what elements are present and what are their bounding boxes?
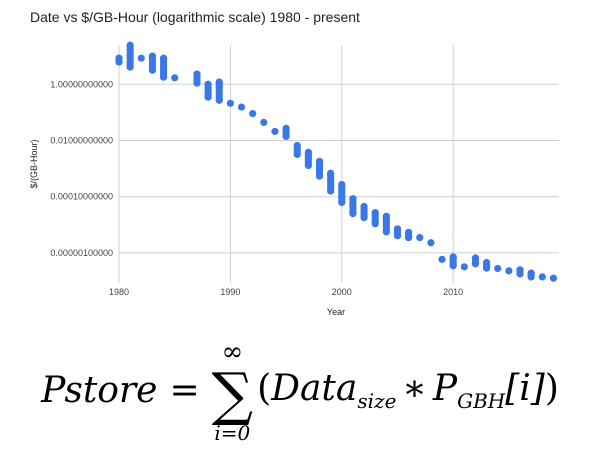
x-tick-label: 1980 <box>109 287 129 297</box>
formula-sum-symbol: ∑ <box>211 360 254 428</box>
data-point <box>360 214 368 222</box>
data-point <box>159 54 168 62</box>
data-point <box>327 169 335 177</box>
formula-lhs: Pstore <box>41 370 158 411</box>
data-point <box>293 150 301 159</box>
data-points <box>115 41 558 282</box>
x-tick-label: 2010 <box>443 287 463 297</box>
data-point <box>282 132 290 140</box>
formula-p-sub: GBH <box>457 389 506 413</box>
data-point <box>315 172 324 180</box>
data-point <box>237 103 246 111</box>
x-axis-label: Year <box>327 307 345 317</box>
data-point <box>171 74 179 82</box>
data-point <box>304 161 312 169</box>
y-tick-label: 1.00000000000 <box>50 79 113 89</box>
data-point <box>382 228 390 236</box>
data-point <box>449 253 457 261</box>
data-point <box>505 267 513 275</box>
data-point <box>471 260 480 268</box>
data-point <box>516 266 524 274</box>
data-point <box>215 78 223 86</box>
data-point <box>215 96 223 104</box>
data-point <box>427 239 435 247</box>
data-point <box>494 264 502 273</box>
data-point <box>215 83 223 91</box>
scatter-chart: 1.00000000000 0.01000000000 0.00010000000 0… <box>29 41 559 317</box>
data-point <box>159 73 168 81</box>
data-point <box>293 141 301 150</box>
formula: Pstore = ∞ ∑ i=0 (Datasize ∗ PGBH[i]) <box>0 332 600 450</box>
data-point <box>349 195 357 203</box>
formula-close-paren: ) <box>544 368 559 409</box>
data-point <box>482 264 491 272</box>
data-point <box>193 79 201 87</box>
data-point <box>249 109 257 118</box>
x-tick-label: 2000 <box>332 287 352 297</box>
data-point <box>282 124 290 132</box>
formula-upper-limit: ∞ <box>221 337 244 367</box>
data-point <box>338 198 346 206</box>
data-point <box>338 180 346 189</box>
data-point <box>126 63 134 71</box>
data-point <box>538 273 546 281</box>
data-point <box>405 234 413 242</box>
data-point <box>549 274 558 282</box>
data-point <box>327 187 335 195</box>
data-point <box>304 148 312 156</box>
formula-data: Data <box>271 368 358 409</box>
formula-body: (Datasize ∗ PGBH[i]) <box>257 368 559 413</box>
data-point <box>126 41 134 49</box>
formula-lower-limit: i=0 <box>214 421 251 445</box>
data-point <box>416 234 424 242</box>
formula-open-paren: ( <box>257 368 272 409</box>
data-point <box>260 118 268 127</box>
y-tick-label: 0.00000100000 <box>50 248 113 258</box>
data-point <box>405 228 413 236</box>
formula-data-sub: size <box>357 389 397 413</box>
formula-index: [i] <box>505 368 545 409</box>
y-axis-label: $/(GB-Hour) <box>29 139 39 188</box>
data-point <box>115 54 123 62</box>
x-tick-label: 1990 <box>220 287 240 297</box>
data-point <box>271 127 279 136</box>
data-point <box>382 212 390 220</box>
data-point <box>126 52 134 60</box>
chart-title: Date vs $/GB-Hour (logarithmic scale) 19… <box>30 9 360 25</box>
data-point <box>137 54 145 62</box>
data-point <box>315 157 324 166</box>
y-tick-label: 0.01000000000 <box>50 135 113 145</box>
data-point <box>349 210 357 218</box>
data-point <box>460 263 468 271</box>
data-point <box>449 262 457 270</box>
grid <box>118 45 559 283</box>
data-point <box>482 259 491 267</box>
data-point <box>371 209 379 217</box>
data-point <box>471 254 480 262</box>
data-point <box>226 99 234 107</box>
data-point <box>360 202 368 211</box>
data-point <box>393 232 402 240</box>
data-point <box>438 255 446 263</box>
data-point <box>148 66 157 74</box>
y-tick-label: 0.00010000000 <box>50 192 113 202</box>
x-tick-labels: 1980 1990 2000 2010 <box>109 287 463 297</box>
data-point <box>204 80 212 88</box>
data-point <box>371 220 379 228</box>
formula-times: ∗ <box>402 368 427 409</box>
formula-summation: ∞ ∑ i=0 <box>212 339 253 443</box>
data-point <box>148 52 157 60</box>
formula-equals: = <box>169 370 200 411</box>
data-point <box>204 93 212 101</box>
y-tick-labels: 1.00000000000 0.01000000000 0.00010000000 0… <box>50 79 113 258</box>
data-point <box>193 70 201 78</box>
data-point <box>393 225 402 233</box>
formula-p: P <box>432 368 458 409</box>
data-point <box>527 269 535 277</box>
